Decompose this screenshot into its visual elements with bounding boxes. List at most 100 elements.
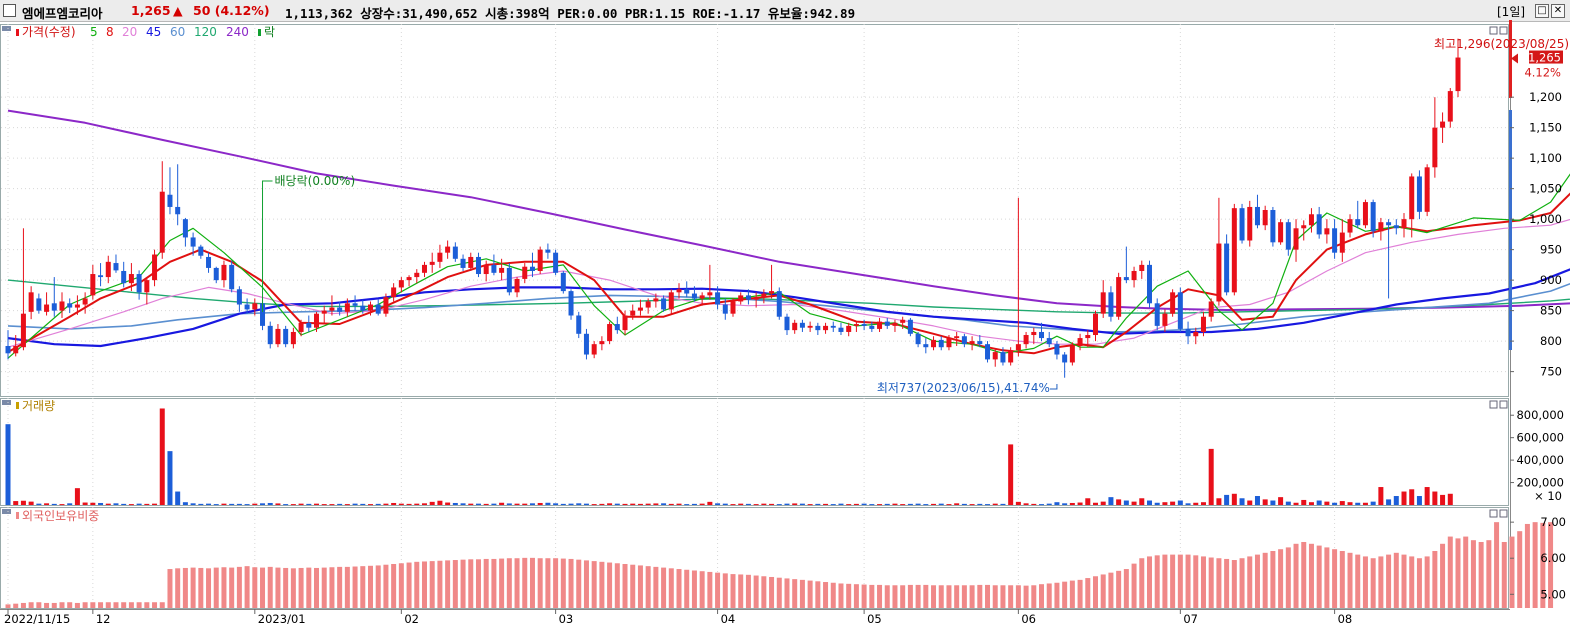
candle — [1123, 246, 1129, 284]
candle-body — [1440, 121, 1446, 128]
y-tick-label: 950 — [1540, 243, 1562, 257]
candle — [1100, 280, 1106, 318]
volume-bar — [1170, 501, 1176, 505]
panel-handle-icon — [2, 509, 11, 514]
legend-volume: 거래량 — [22, 399, 55, 413]
volume-bar — [807, 504, 813, 506]
candle-body — [1162, 313, 1168, 326]
candle-body — [1308, 214, 1314, 226]
volume-bar — [1008, 444, 1014, 505]
volume-bar — [468, 503, 474, 505]
candle — [321, 305, 327, 323]
candle-body — [637, 307, 643, 311]
foreign-bar — [715, 572, 721, 608]
foreign-bar — [121, 602, 127, 608]
candle-body — [460, 258, 466, 268]
foreign-bar — [128, 602, 134, 608]
candle-body — [128, 274, 134, 284]
foreign-bar — [637, 565, 643, 608]
volume-bar — [738, 503, 744, 505]
candle — [128, 263, 134, 292]
candle — [614, 316, 620, 334]
volume-bar — [884, 503, 890, 505]
candle-body — [221, 264, 227, 281]
panel-handle-icon — [2, 26, 11, 31]
candle-body — [1424, 167, 1430, 212]
candle — [67, 298, 73, 314]
foreign-bar — [1285, 547, 1291, 608]
volume-bar — [915, 503, 921, 505]
candle — [1432, 97, 1438, 178]
volume-bar — [938, 503, 944, 505]
high-annotation: 최고1,296(2023/08/25),2.45% — [1434, 37, 1570, 51]
foreign-bar — [838, 583, 844, 608]
select-checkbox[interactable] — [3, 4, 16, 17]
volume-bar — [159, 408, 165, 505]
candle — [437, 244, 443, 268]
candle — [838, 322, 844, 336]
volume-bar — [1015, 501, 1021, 505]
candle — [938, 336, 944, 351]
candle-body — [560, 272, 566, 292]
restore-button[interactable]: □ — [1535, 4, 1549, 18]
x-tick-label: 2022/11/15 — [4, 612, 70, 626]
foreign-bar — [992, 585, 998, 608]
volume-bar — [1270, 500, 1276, 505]
period-selector[interactable]: [1일] — [1497, 5, 1526, 19]
last-pct-label: 4.12% — [1524, 66, 1561, 80]
candle-body — [738, 295, 744, 302]
foreign-bar — [1185, 554, 1191, 608]
volume-bar — [44, 503, 50, 505]
volume-bar — [668, 503, 674, 505]
candle — [375, 299, 381, 316]
foreign-bar — [175, 568, 181, 608]
candle-body — [1139, 264, 1145, 271]
foreign-bar — [907, 584, 913, 608]
volume-bar — [1339, 501, 1345, 505]
candle-body — [992, 352, 998, 360]
foreign-bar — [414, 561, 420, 608]
foreign-bar — [51, 602, 57, 608]
candle — [684, 281, 690, 298]
volume-bar — [1239, 498, 1245, 505]
volume-bar — [653, 503, 659, 505]
candle — [190, 232, 196, 256]
close-button[interactable]: ✕ — [1551, 4, 1565, 18]
foreign-bar — [337, 566, 343, 608]
candle-body — [537, 249, 543, 271]
foreign-bar — [560, 558, 566, 608]
candle — [1085, 330, 1091, 348]
foreign-bar — [1200, 556, 1206, 608]
volume-bar — [82, 502, 88, 505]
volume-bar — [344, 504, 350, 506]
candle-body — [159, 191, 165, 253]
candle-body — [1093, 313, 1098, 336]
volume-tick-label: 600,000 — [1516, 431, 1564, 445]
candle — [1254, 194, 1260, 229]
volume-bar — [614, 503, 620, 505]
candle-body — [707, 292, 713, 296]
foreign-bar — [915, 584, 921, 608]
volume-bar — [368, 504, 373, 506]
foreign-bar — [1278, 549, 1284, 608]
candle-body — [869, 325, 875, 329]
volume-bar — [792, 503, 798, 505]
candle — [244, 298, 250, 314]
candle — [337, 301, 343, 316]
candle-body — [74, 304, 80, 308]
foreign-bar — [1362, 556, 1368, 608]
volume-bar — [1308, 502, 1314, 505]
candle-body — [977, 341, 983, 345]
candle — [13, 335, 19, 357]
foreign-bar — [1270, 551, 1276, 608]
volume-bar — [128, 504, 134, 506]
candle — [1370, 199, 1376, 238]
foreign-bar — [969, 585, 975, 608]
candle — [1062, 352, 1068, 378]
candle-body — [1154, 303, 1160, 326]
candle — [815, 322, 821, 336]
candle-body — [954, 336, 960, 339]
foreign-bar — [699, 571, 705, 608]
candle — [738, 292, 744, 305]
